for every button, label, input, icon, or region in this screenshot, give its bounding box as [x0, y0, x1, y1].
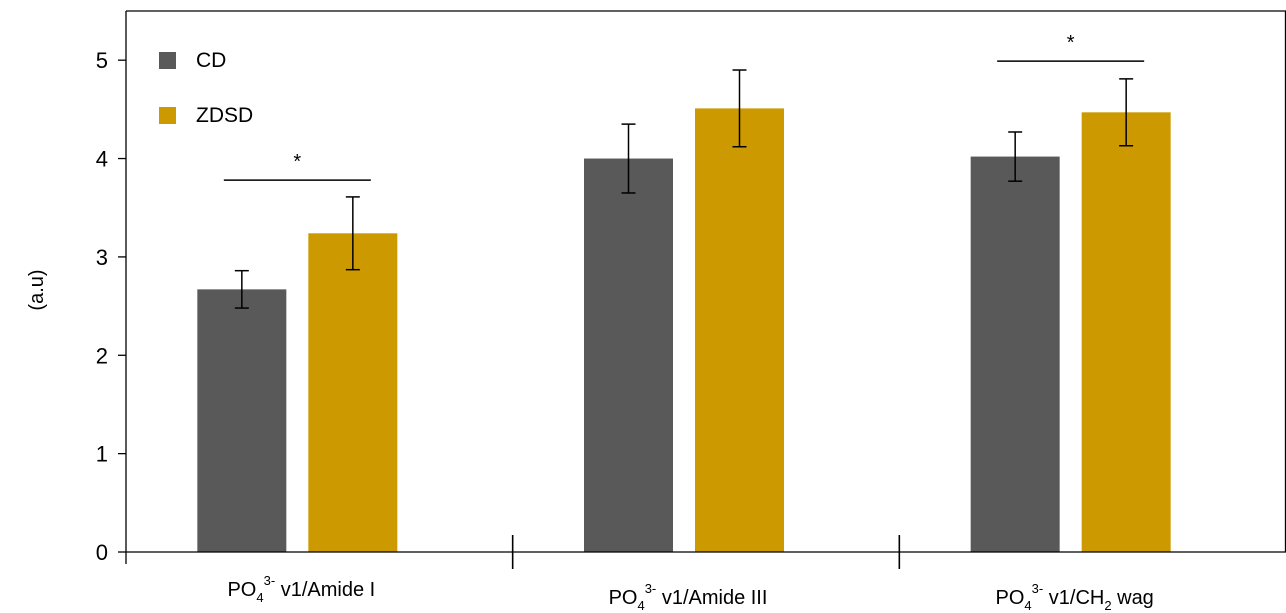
- bar-zdsd: [308, 233, 398, 552]
- x-category-label-part: v1/Amide III: [656, 587, 767, 609]
- x-category-label: PO43- v1/CH2 wag: [996, 581, 1154, 613]
- error-bars-layer: [234, 69, 1134, 309]
- y-axis-title: (a.u): [26, 269, 48, 310]
- legend: CD ZDSD: [159, 49, 253, 127]
- x-category-label: PO43- v1/Amide III: [609, 581, 768, 613]
- y-tick-label: 3: [96, 245, 108, 270]
- x-category-label-part: 4: [256, 590, 263, 605]
- bars-layer: [197, 108, 1171, 552]
- significance-layer: **: [223, 32, 1145, 181]
- bar-cd: [970, 156, 1060, 552]
- x-category-label-part: PO: [996, 587, 1025, 609]
- legend-label-zdsd: ZDSD: [196, 104, 253, 127]
- x-category-label-part: 3-: [264, 573, 276, 588]
- x-category-label-part: 2: [1104, 598, 1111, 613]
- legend-swatch-zdsd: [159, 107, 176, 124]
- x-category-label-part: 3-: [645, 581, 657, 596]
- y-tick-label: 1: [96, 442, 108, 467]
- y-tick-label: 5: [96, 48, 108, 73]
- x-category-label-part: PO: [227, 579, 256, 601]
- x-category-label-part: 4: [1024, 598, 1031, 613]
- bar-zdsd: [695, 108, 784, 552]
- y-tick-label: 4: [96, 147, 108, 172]
- legend-label-cd: CD: [196, 49, 226, 72]
- bar-cd: [197, 289, 287, 552]
- x-category-label-part: v1/Amide I: [275, 579, 375, 601]
- x-category-label-part: v1/CH: [1043, 587, 1104, 609]
- significance-star: *: [1067, 32, 1075, 54]
- y-tick-label: 0: [96, 540, 108, 565]
- y-tick-label: 2: [96, 343, 108, 368]
- bar-zdsd: [1081, 112, 1171, 552]
- x-axis: PO43- v1/Amide I PO43- v1/Amide III PO43- …: [125, 535, 1286, 613]
- x-category-label-part: wag: [1112, 587, 1154, 609]
- significance-star: *: [293, 151, 301, 173]
- legend-swatch-cd: [159, 52, 176, 69]
- x-category-label-part: 4: [637, 598, 644, 613]
- y-axis: 0 1 2 3 4 5: [96, 11, 127, 565]
- bar-cd: [584, 158, 673, 552]
- x-category-label: PO43- v1/Amide I: [227, 573, 375, 605]
- x-category-label-part: 3-: [1032, 581, 1044, 596]
- x-category-label-part: PO: [609, 587, 638, 609]
